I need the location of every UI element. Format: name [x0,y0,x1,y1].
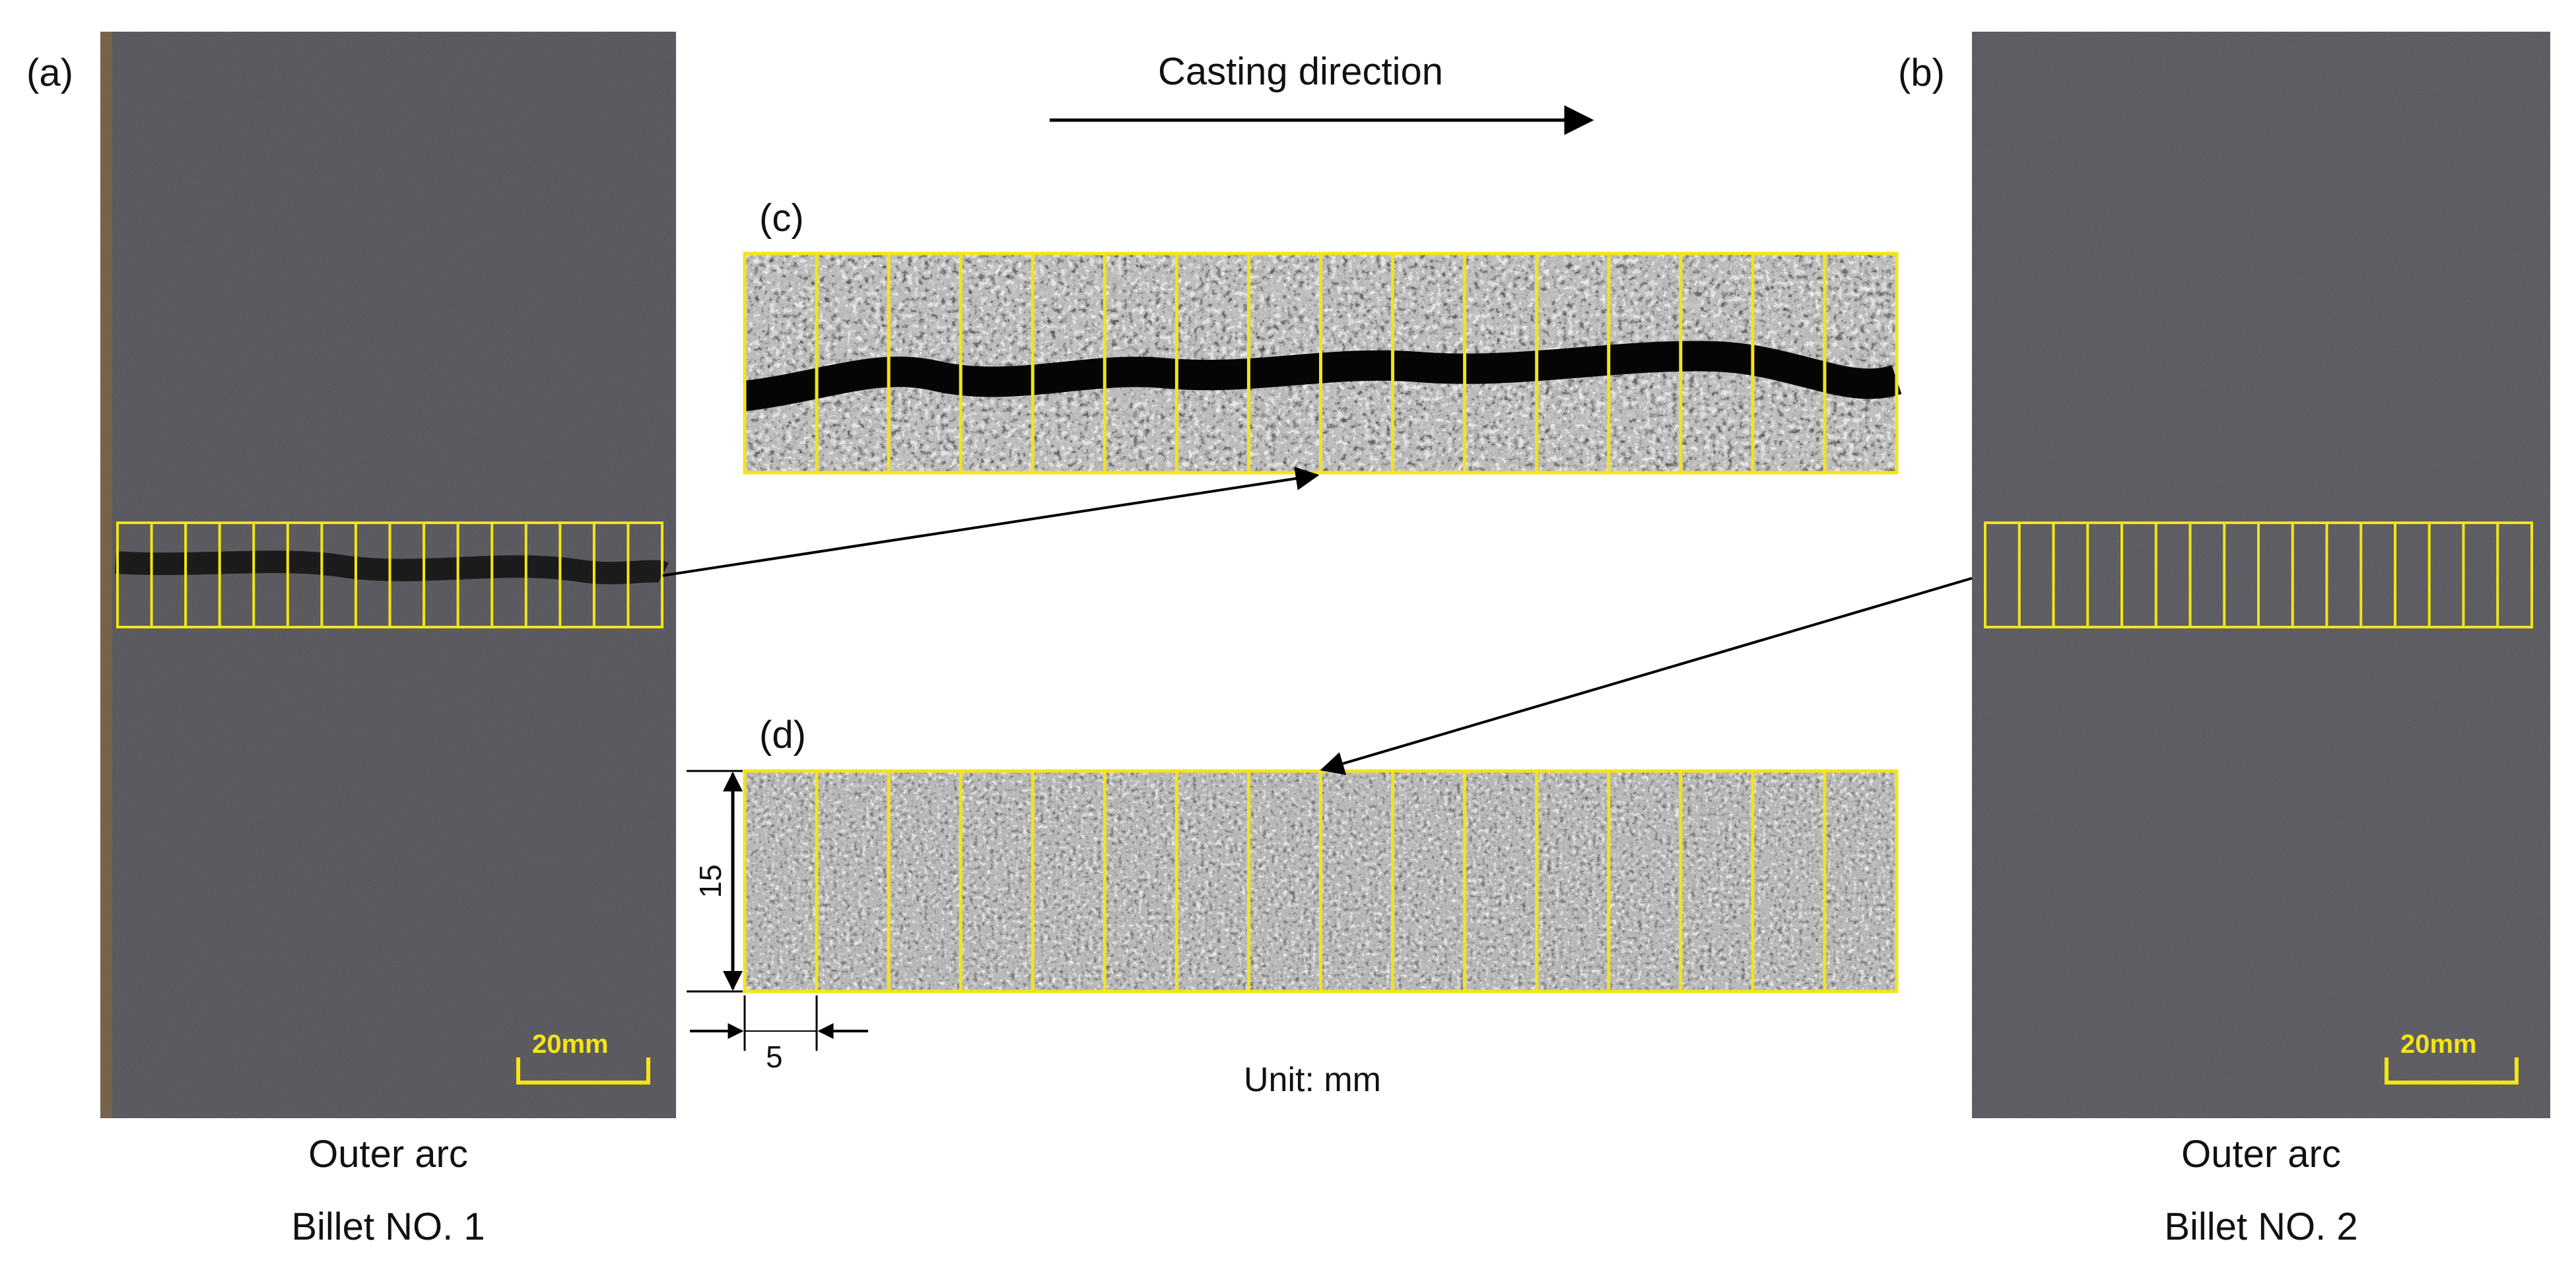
connector-arrow-b-to-d [1320,577,1973,776]
billet-photo-b [1972,32,2550,1118]
sampling-grid-b [1984,521,2533,628]
scale-bar-label-b: 20mm [2400,1030,2477,1059]
scale-bar-b [2385,1057,2519,1085]
caption-outer-arc-a: Outer arc [308,1133,468,1176]
caption-outer-arc-b: Outer arc [2181,1133,2341,1176]
unit-label: Unit: mm [1244,1061,1381,1099]
panel-label-c: (c) [759,197,804,240]
sampling-grid-c [743,251,1899,475]
scale-bar-a [516,1057,650,1085]
connector-arrow-a-to-c [662,467,1320,577]
caption-billet-b: Billet NO. 2 [2164,1205,2358,1248]
dimension-arrow-icon [687,770,743,993]
sampling-grid-a [116,521,663,628]
sampling-grid-d [743,769,1899,993]
height-dimension-label: 15 [693,864,728,898]
casting-direction-label: Casting direction [1158,50,1443,93]
panel-label-a: (a) [26,51,73,94]
panel-label-d: (d) [759,714,806,756]
panel-label-b: (b) [1898,51,1945,94]
caption-billet-a: Billet NO. 1 [291,1205,485,1248]
scale-bar-label-a: 20mm [532,1030,609,1059]
billet-photo-a [100,32,676,1118]
width-dimension-label: 5 [766,1040,783,1074]
width-dimension [690,995,868,1051]
